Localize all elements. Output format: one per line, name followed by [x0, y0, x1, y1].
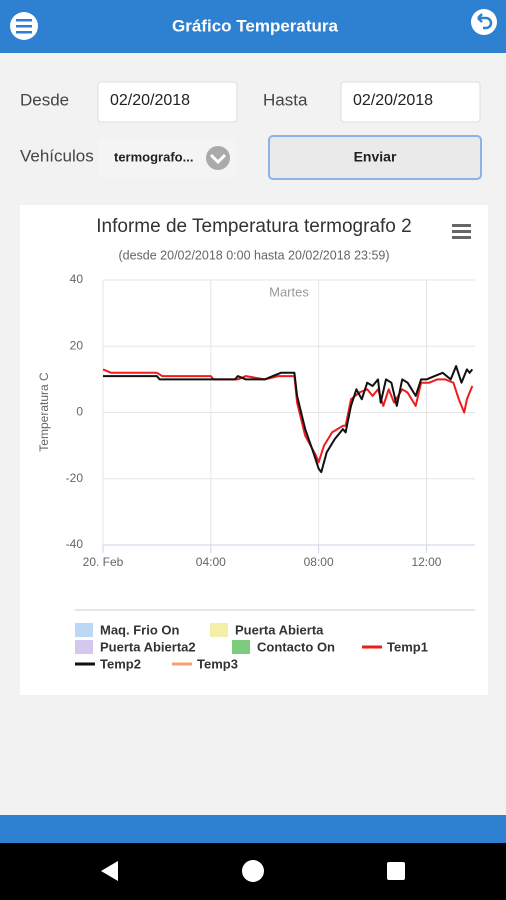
- y-tick-label: 0: [76, 405, 83, 419]
- legend-label: Puerta Abierta2: [100, 639, 196, 654]
- annotation: Martes: [269, 284, 309, 299]
- hasta-label: Hasta: [263, 90, 308, 109]
- series-line: [102, 368, 474, 464]
- chart-menu[interactable]: [452, 224, 471, 239]
- back-button[interactable]: [471, 9, 497, 35]
- legend-swatch: [75, 623, 93, 637]
- legend-label: Temp1: [387, 639, 428, 654]
- x-tick-label: 12:00: [411, 555, 441, 569]
- enviar-label: Enviar: [354, 149, 397, 165]
- chart-title: Informe de Temperatura termografo 2: [96, 216, 411, 237]
- bottom-bar: [0, 815, 506, 843]
- vehiculo-select[interactable]: [98, 138, 237, 178]
- y-tick-label: 40: [70, 272, 84, 286]
- chart-subtitle: (desde 20/02/2018 0:00 hasta 20/02/2018 …: [118, 248, 389, 262]
- y-axis-label: Temperatura C: [37, 372, 51, 452]
- enviar-button[interactable]: [268, 135, 482, 180]
- nav-home[interactable]: [242, 860, 264, 882]
- legend-label: Puerta Abierta: [235, 622, 324, 637]
- y-tick-label: 20: [70, 338, 84, 352]
- x-tick-label: 08:00: [304, 555, 334, 569]
- dropdown-icon: [206, 146, 230, 170]
- menu-button[interactable]: [10, 12, 38, 40]
- x-tick-label: 04:00: [196, 555, 226, 569]
- chart-card: [20, 205, 488, 695]
- legend-swatch: [210, 623, 228, 637]
- nav-back[interactable]: [101, 861, 118, 881]
- legend-label: Maq. Frio On: [100, 622, 180, 637]
- app-bar: [0, 0, 506, 53]
- legend-label: Temp2: [100, 656, 141, 671]
- x-tick-label: 20. Feb: [83, 555, 124, 569]
- legend-swatch: [232, 640, 250, 654]
- legend-swatch: [75, 640, 93, 654]
- desde-label: Desde: [20, 90, 69, 109]
- dropdown-arrow: [209, 153, 227, 165]
- legend-label: Contacto On: [257, 639, 335, 654]
- y-tick-label: -40: [66, 537, 84, 551]
- vehiculo-value: termografo...: [114, 149, 193, 164]
- y-tick-label: -20: [66, 471, 84, 485]
- series-line: [103, 365, 474, 474]
- nav-recents[interactable]: [387, 862, 405, 880]
- desde-value: 02/20/2018: [110, 92, 190, 109]
- legend-label: Temp3: [197, 656, 238, 671]
- vehiculos-label: Vehículos: [20, 146, 94, 165]
- hasta-value: 02/20/2018: [353, 92, 433, 109]
- app-title: Gráfico Temperatura: [172, 16, 339, 35]
- desde-input[interactable]: [97, 81, 238, 123]
- hasta-input[interactable]: [340, 81, 481, 123]
